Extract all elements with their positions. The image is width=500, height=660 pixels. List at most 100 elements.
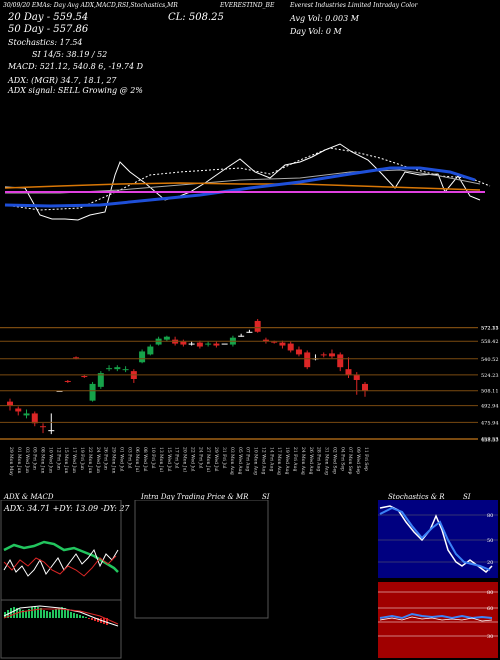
candle-body bbox=[15, 408, 22, 412]
candle-body bbox=[7, 401, 13, 406]
candle-body bbox=[89, 383, 96, 401]
price-tick-label: 508.11 bbox=[481, 389, 499, 395]
ema20-label: 20 Day - 559.54 bbox=[8, 12, 89, 23]
candle-body bbox=[246, 331, 253, 333]
candle bbox=[196, 340, 203, 349]
candle-body bbox=[304, 352, 311, 368]
x-tick-label: 03 Fri Jul bbox=[126, 447, 132, 469]
candle bbox=[254, 318, 261, 333]
candle bbox=[279, 340, 286, 349]
candle bbox=[362, 381, 368, 397]
candle-body bbox=[163, 336, 170, 340]
price-tick-label: 540.52 bbox=[481, 357, 499, 363]
day-vol-label: Day Vol: 0 M bbox=[290, 27, 342, 36]
x-tick-label: 24 Fri Jul bbox=[197, 447, 203, 469]
x-tick-label: 21 Fri Aug bbox=[292, 447, 298, 471]
candle bbox=[221, 343, 228, 345]
rsi-tick-80: 80 bbox=[487, 590, 493, 596]
stoch-tick-80: 80 bbox=[487, 513, 493, 519]
price-tick-label: 492.94 bbox=[481, 404, 499, 410]
x-tick-label: 14 Fri Aug bbox=[268, 447, 274, 471]
x-tick-label: 05 Wed Aug bbox=[237, 447, 243, 475]
candle-body bbox=[147, 346, 154, 355]
intraday-panel-si: SI bbox=[262, 493, 270, 501]
adx-green-line bbox=[3, 540, 119, 573]
price-tick-label: 572.33 bbox=[481, 326, 499, 332]
intraday-panel-border bbox=[134, 500, 269, 619]
stoch-tick-50: 50 bbox=[487, 538, 493, 544]
x-tick-label: 29 Mon May bbox=[8, 447, 14, 476]
x-tick-label: 09 Wed Sep bbox=[355, 447, 361, 474]
x-tick-label: 15 Mon Jun bbox=[63, 447, 69, 474]
x-tick-label: 26 Wed Aug bbox=[308, 447, 314, 475]
x-tick-label: 29 Mon Jun bbox=[111, 447, 117, 474]
x-tick-label: 04 Fri Sep bbox=[339, 447, 345, 471]
candle bbox=[320, 352, 327, 358]
candle-body bbox=[279, 342, 286, 346]
candle bbox=[163, 335, 170, 342]
header-line1-mid: SI,Stochastics,MR bbox=[122, 2, 178, 9]
stoch-tick-20: 20 bbox=[487, 560, 493, 566]
candle-body bbox=[106, 368, 113, 370]
x-tick-label: 19 Wed Aug bbox=[284, 447, 290, 475]
candle-body bbox=[262, 339, 269, 342]
candle-body bbox=[73, 357, 80, 359]
x-tick-label: 15 Wed Jul bbox=[166, 447, 172, 472]
header-line1-left: 30/09/20 EMAs: Day Avg ADX,MACD,R bbox=[3, 2, 123, 9]
candle bbox=[97, 371, 104, 389]
rsi-white-line bbox=[379, 616, 493, 622]
x-tick-label: 10 Mon Aug bbox=[253, 447, 259, 475]
candle bbox=[246, 329, 253, 333]
candle bbox=[312, 354, 319, 361]
candle bbox=[64, 379, 71, 383]
candle-body bbox=[295, 349, 302, 355]
avg-vol-label: Avg Vol: 0.003 M bbox=[290, 14, 359, 23]
candle bbox=[180, 339, 187, 347]
x-tick-label: 01 Wed Jul bbox=[118, 447, 124, 472]
candle-body bbox=[328, 353, 335, 357]
x-tick-label: 31 Fri Jul bbox=[221, 447, 227, 469]
price-tick-label: 458.53 bbox=[481, 437, 499, 443]
macd-label: MACD: 521.12, 540.8 6, -19.74 D bbox=[8, 62, 144, 71]
candle-body bbox=[221, 343, 228, 345]
price-tick-label: 524.23 bbox=[481, 373, 499, 379]
x-tick-label: 28 Fri Aug bbox=[316, 447, 322, 471]
x-tick-label: 05 Fri Jun bbox=[32, 447, 38, 470]
x-tick-label: 07 Fri Aug bbox=[245, 447, 251, 471]
candle bbox=[304, 350, 311, 370]
candle-body bbox=[353, 375, 360, 380]
candle-body bbox=[180, 341, 187, 345]
x-tick-label: 22 Wed Jul bbox=[189, 447, 195, 472]
x-tick-label: 11 Fri Sep bbox=[363, 447, 369, 471]
candle bbox=[328, 349, 335, 359]
stoch-panel-title: Stochastics & R bbox=[388, 493, 445, 501]
x-tick-label: 07 Mon Sep bbox=[347, 447, 353, 475]
x-tick-label: 24 Mon Aug bbox=[300, 447, 306, 475]
x-tick-label: 17 Fri Jul bbox=[174, 447, 180, 469]
candle-body bbox=[196, 342, 203, 347]
stoch-blue-line bbox=[379, 506, 491, 571]
stochastics-label: Stochastics: 17.54 bbox=[8, 38, 83, 47]
candle bbox=[89, 381, 96, 402]
candles bbox=[7, 318, 368, 435]
candle bbox=[31, 411, 38, 427]
candle-body bbox=[254, 320, 261, 332]
x-tick-label: 06 Mon Jul bbox=[134, 447, 140, 473]
candle-body bbox=[205, 343, 212, 345]
candle bbox=[353, 372, 360, 395]
x-tick-label: 17 Mon Aug bbox=[276, 447, 282, 475]
x-tick-label: 19 Fri Jun bbox=[79, 447, 85, 470]
candle-body bbox=[40, 426, 47, 428]
candle-body bbox=[213, 343, 220, 346]
white-price-line bbox=[4, 143, 481, 221]
candle-body bbox=[122, 369, 129, 371]
candle bbox=[337, 352, 344, 372]
macd-line bbox=[3, 605, 119, 627]
candle bbox=[48, 413, 55, 435]
candle-body bbox=[320, 354, 327, 356]
candle-body bbox=[287, 343, 294, 351]
intraday-panel-title: Intra Day Trading Price & MR bbox=[141, 493, 249, 501]
x-tick-label: 10 Fri Jul bbox=[150, 447, 156, 469]
x-tick-label: 03 Wed Jun bbox=[24, 447, 30, 473]
